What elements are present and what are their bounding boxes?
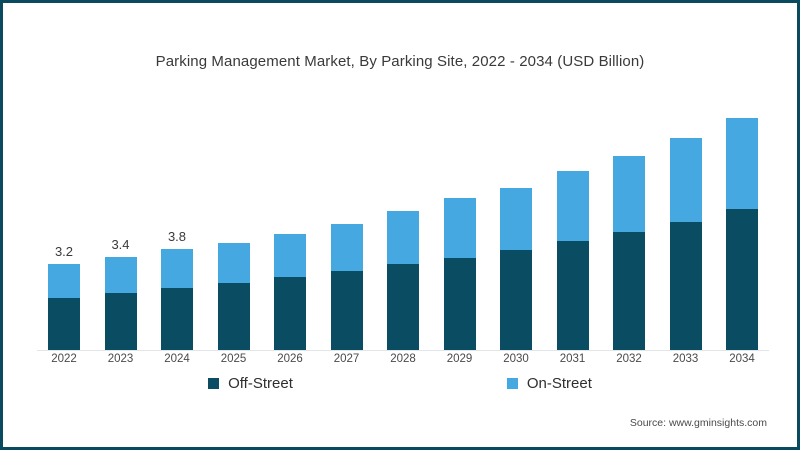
bar-group[interactable] [207, 98, 261, 350]
bar-segment-on-street[interactable] [217, 243, 250, 283]
bar-segment-off-street[interactable] [443, 258, 476, 350]
x-axis-tick-2031: 2031 [559, 353, 586, 365]
stacked-bar[interactable] [669, 138, 702, 350]
bar-group[interactable] [659, 98, 713, 350]
bar-value-label: 3.2 [54, 244, 74, 259]
stacked-bar[interactable] [443, 198, 476, 350]
bar-segment-off-street[interactable] [500, 250, 532, 350]
bar-group[interactable]: 3.4 [94, 98, 148, 350]
bar-segment-off-street[interactable] [726, 209, 758, 350]
legend-label: Off-Street [228, 375, 293, 392]
stacked-bar[interactable] [330, 224, 363, 350]
bar-group[interactable]: 3.8 [150, 98, 204, 350]
bar-segment-off-street[interactable] [217, 283, 250, 350]
legend-swatch-icon [208, 378, 220, 389]
stacked-bar[interactable] [217, 243, 250, 350]
bar-segment-on-street[interactable] [387, 211, 419, 264]
legend-label: On-Street [526, 375, 592, 392]
bar-segment-on-street[interactable] [104, 257, 137, 293]
stacked-bar[interactable] [48, 264, 80, 350]
x-axis-tick-2033: 2033 [672, 353, 699, 365]
bar-group[interactable] [489, 98, 543, 350]
bar-segment-on-street[interactable] [613, 156, 645, 232]
bar-segment-off-street[interactable] [274, 277, 306, 350]
legend-entry-off-street[interactable]: Off-Street [208, 375, 293, 392]
stacked-bar[interactable] [556, 171, 589, 350]
x-axis-tick-2024: 2024 [164, 353, 190, 365]
bar-segment-on-street[interactable] [500, 188, 532, 250]
x-axis-tick-labels: 2022 2023 2024 2025 2026 2027 2028 2029 2030 2031… [37, 353, 769, 365]
x-axis-tick-2026: 2026 [277, 353, 303, 365]
stacked-bar[interactable] [613, 156, 645, 350]
bar-group[interactable] [433, 98, 487, 350]
stacked-bar[interactable] [387, 211, 419, 350]
bar-group[interactable] [546, 98, 600, 350]
x-axis-tick-2023: 2023 [107, 353, 134, 365]
x-axis-tick-2027: 2027 [333, 353, 360, 365]
stacked-bar[interactable] [161, 249, 193, 350]
source-note: Source: www.gminsights.com [629, 417, 767, 429]
bar-segment-on-street[interactable] [161, 249, 193, 288]
bar-segment-off-street[interactable] [104, 293, 137, 350]
stacked-bar[interactable] [104, 257, 137, 350]
bar-group[interactable]: 3.2 [37, 98, 91, 350]
chart-title: Parking Management Market, By Parking Si… [155, 53, 645, 70]
bar-group[interactable] [715, 98, 769, 350]
x-axis-tick-2028: 2028 [390, 353, 416, 365]
legend-swatch-icon [506, 378, 518, 389]
legend-entry-on-street[interactable]: On-Street [506, 375, 592, 392]
x-axis-line [37, 350, 769, 351]
bar-group[interactable] [602, 98, 656, 350]
x-axis-tick-2030: 2030 [503, 353, 529, 365]
bar-value-label: 3.4 [111, 237, 130, 252]
plot-area: 3.2 3.4 3.8 [37, 98, 769, 351]
x-axis-tick-2029: 2029 [446, 353, 473, 365]
bar-value-label: 3.8 [167, 229, 187, 244]
bar-series-container: 3.2 3.4 3.8 [37, 98, 769, 350]
bar-group[interactable] [376, 98, 430, 350]
stacked-bar[interactable] [500, 188, 532, 350]
bar-group[interactable] [263, 98, 317, 350]
bar-segment-off-street[interactable] [669, 222, 702, 350]
stacked-bar[interactable] [274, 234, 306, 350]
x-axis-tick-2022: 2022 [51, 353, 77, 365]
bar-segment-off-street[interactable] [48, 298, 80, 350]
bar-segment-on-street[interactable] [48, 264, 80, 298]
bar-segment-on-street[interactable] [726, 118, 758, 209]
stacked-bar[interactable] [726, 118, 758, 350]
bar-segment-on-street[interactable] [274, 234, 306, 277]
bar-segment-off-street[interactable] [161, 288, 193, 350]
x-axis-tick-2032: 2032 [616, 353, 642, 365]
bar-segment-off-street[interactable] [387, 264, 419, 350]
bar-segment-off-street[interactable] [613, 232, 645, 350]
bar-segment-off-street[interactable] [330, 271, 363, 350]
bar-segment-on-street[interactable] [669, 138, 702, 222]
bar-segment-on-street[interactable] [330, 224, 363, 271]
chart-legend: Off-Street On-Street [3, 375, 797, 392]
bar-segment-off-street[interactable] [556, 241, 589, 350]
bar-group[interactable] [320, 98, 374, 350]
bar-segment-on-street[interactable] [556, 171, 589, 241]
x-axis-tick-2034: 2034 [729, 353, 755, 365]
x-axis-tick-2025: 2025 [220, 353, 247, 365]
bar-segment-on-street[interactable] [443, 198, 476, 258]
